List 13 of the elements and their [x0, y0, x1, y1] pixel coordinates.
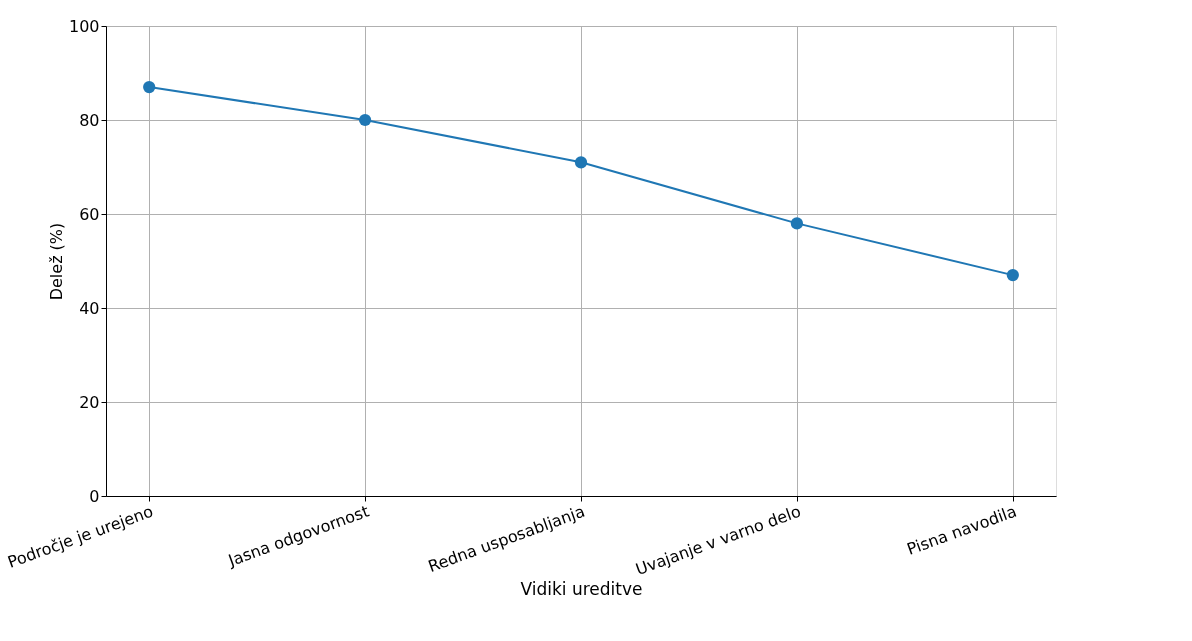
y-tick-label: 20 — [79, 392, 100, 412]
y-tick-label: 0 — [89, 486, 100, 506]
point — [790, 217, 804, 230]
y-tick-label: 40 — [79, 298, 100, 318]
point — [1006, 268, 1019, 282]
point — [574, 156, 588, 169]
y-axis-title: Delež (%) — [46, 222, 66, 301]
x-axis-title: Vidiki ureditve — [520, 579, 643, 600]
y-tick-label: 80 — [79, 110, 100, 130]
y-tick-label: 60 — [79, 204, 100, 224]
y-tick-label: 100 — [68, 16, 100, 36]
point — [143, 80, 156, 94]
point — [358, 113, 372, 127]
